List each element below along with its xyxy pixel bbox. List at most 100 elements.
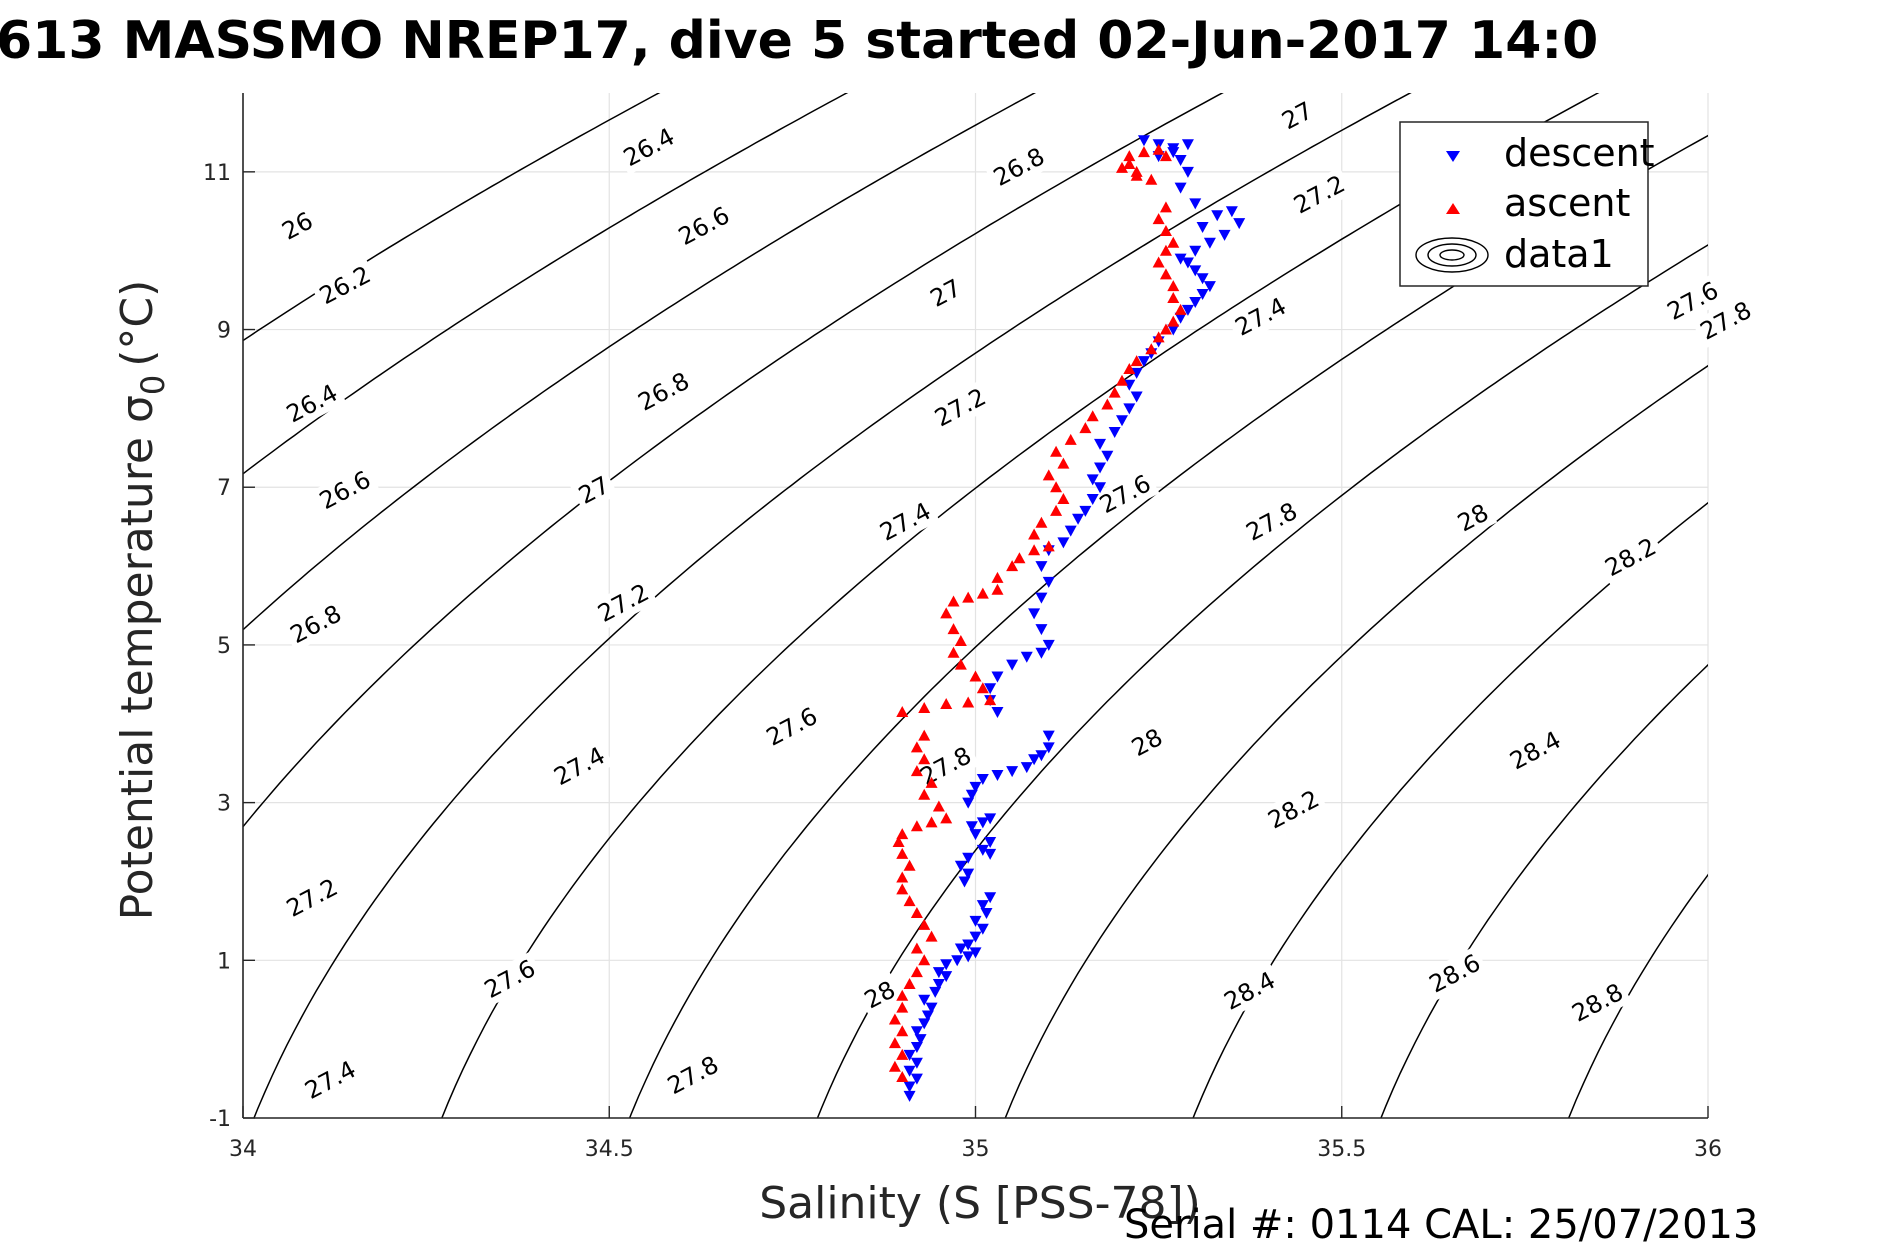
- ascent-point-17: [896, 871, 909, 883]
- ascent-point-90: [1130, 169, 1143, 181]
- ascent-point-3: [888, 1037, 901, 1049]
- y-tick-label-1: 1: [217, 949, 231, 974]
- descent-point-32: [962, 852, 975, 864]
- contour-line-26-4: [243, 93, 1037, 631]
- descent-point-33: [976, 844, 989, 856]
- ascent-point-68: [1130, 355, 1143, 367]
- descent-point-12: [918, 994, 931, 1006]
- contour-label-bg-0: [273, 203, 322, 249]
- descent-point-79: [1123, 379, 1136, 391]
- ascent-point-71: [1159, 323, 1172, 335]
- y-axis-label: Potential temperature σ0 (°C): [112, 280, 172, 921]
- descent-point-93: [1174, 253, 1187, 265]
- contour-label-bg-7: [614, 119, 684, 175]
- ascent-point-52: [1042, 540, 1055, 552]
- contour-label-bg-30: [1658, 273, 1727, 329]
- descent-point-3: [903, 1065, 916, 1077]
- descent-point-22: [962, 939, 975, 951]
- descent-point-70: [1094, 482, 1107, 494]
- contour-label-bg-15: [984, 139, 1054, 195]
- descent-point-56: [1020, 651, 1033, 663]
- ascent-legend-marker: [1446, 203, 1460, 214]
- descent-point-31: [954, 860, 967, 872]
- ascent-point-54: [1035, 516, 1048, 528]
- descent-point-73: [1101, 450, 1114, 462]
- descent-point-101: [1189, 198, 1202, 210]
- x-tick-label-3: 35.5: [1317, 1137, 1366, 1162]
- descent-point-44: [991, 770, 1004, 782]
- contour-label-bg-17: [926, 379, 995, 436]
- contour-label-bg-24: [1226, 289, 1295, 345]
- contour-label-bg-29: [1215, 963, 1284, 1019]
- contour-label-bg-3: [310, 462, 380, 518]
- ascent-point-31: [918, 729, 931, 741]
- descent-point-66: [1064, 525, 1077, 537]
- density-contours: [243, 93, 1708, 1118]
- descent-point-34: [984, 848, 997, 860]
- descent-point-40: [962, 797, 975, 809]
- ascent-point-48: [991, 571, 1004, 583]
- contour-line-26: [243, 93, 661, 342]
- ascent-point-6: [896, 1001, 909, 1013]
- ascent-point-63: [1086, 410, 1099, 422]
- ascent-point-2: [896, 1048, 909, 1060]
- ascent-point-81: [1152, 213, 1165, 225]
- y-tick-label-2: 3: [217, 792, 231, 817]
- ascent-point-38: [969, 670, 982, 682]
- descent-point-100: [1196, 222, 1209, 234]
- descent-point-20: [969, 947, 982, 959]
- ascent-point-69: [1145, 343, 1158, 355]
- descent-point-15: [940, 971, 953, 983]
- contour-label-bg-14: [658, 1047, 728, 1103]
- ascent-point-77: [1152, 256, 1165, 268]
- ascent-point-45: [962, 591, 975, 603]
- descent-point-69: [1086, 494, 1099, 506]
- ascent-point-83: [1145, 173, 1158, 185]
- descent-point-16: [932, 967, 945, 979]
- descent-point-28: [984, 892, 997, 904]
- ascent-point-39: [954, 658, 967, 670]
- ascent-point-44: [947, 595, 960, 607]
- contour-label-bg-1: [310, 257, 380, 313]
- contour-label-bg-6: [296, 1052, 365, 1108]
- descent-point-43: [976, 773, 989, 785]
- descent-point-7: [914, 1034, 927, 1046]
- ascent-point-28: [910, 765, 923, 777]
- descent-point-89: [1203, 281, 1216, 293]
- descent-point-76: [1116, 415, 1128, 427]
- descent-point-19: [962, 951, 975, 963]
- contour-label-bg-18: [871, 494, 940, 550]
- x-axis-label: Salinity (S [PSS-78]): [759, 1178, 1201, 1229]
- descent-point-92: [1181, 257, 1194, 269]
- ascent-point-72: [1167, 315, 1180, 327]
- descent-point-14: [932, 978, 945, 990]
- contour-label-bg-9: [629, 364, 698, 420]
- ascent-point-5: [888, 1013, 901, 1025]
- y-tick-label-4: 7: [217, 476, 231, 501]
- contour-label-bg-31: [1691, 293, 1760, 349]
- ascent-series: [888, 143, 1187, 1082]
- descent-point-50: [1042, 730, 1055, 742]
- y-tick-label-6: 11: [203, 161, 231, 186]
- legend-box: [1399, 121, 1649, 287]
- descent-point-71: [1086, 474, 1099, 486]
- legend: descent ascent data1: [1399, 121, 1655, 287]
- ascent-point-56: [1057, 493, 1070, 505]
- descent-point-2: [910, 1073, 923, 1085]
- descent-point-1: [903, 1081, 916, 1093]
- descent-point-9: [918, 1018, 931, 1030]
- ascent-point-20: [892, 836, 905, 848]
- ascent-point-51: [1028, 544, 1041, 556]
- contour-label-bg-33: [1596, 529, 1665, 585]
- descent-point-67: [1072, 513, 1085, 525]
- ascent-point-19: [896, 847, 909, 859]
- contour-label-bg-20: [911, 738, 980, 794]
- ascent-point-40: [947, 646, 960, 658]
- descent-point-85: [1174, 312, 1187, 324]
- ascent-point-15: [903, 895, 916, 907]
- ascent-point-35: [962, 696, 975, 708]
- ascent-point-25: [932, 800, 945, 812]
- contour-label-bg-28: [1259, 781, 1328, 838]
- contour-label-bg-12: [545, 738, 614, 794]
